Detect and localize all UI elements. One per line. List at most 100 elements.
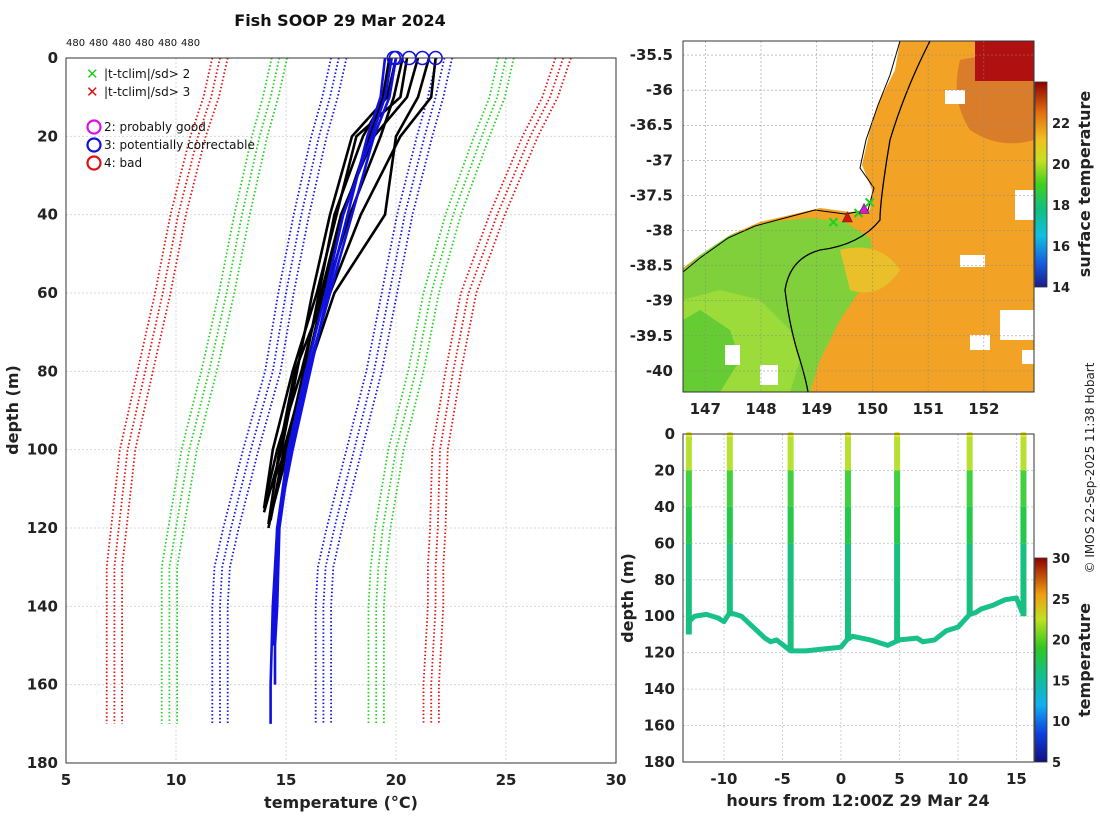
y-tick-label: 160 bbox=[27, 676, 58, 694]
climatology-line-red_high bbox=[430, 57, 565, 724]
legend-circle-red-icon bbox=[86, 155, 102, 171]
temperature-colorbar bbox=[1034, 557, 1048, 763]
legend-q3-label: 3: potentially correctable bbox=[104, 138, 255, 152]
profile-y-label: depth (m) bbox=[3, 365, 22, 455]
time-depth-x-label: hours from 12:00Z 29 Mar 24 bbox=[726, 791, 989, 810]
map-x-tick-label: 149 bbox=[801, 400, 832, 418]
y-tick-label: 20 bbox=[37, 127, 58, 145]
temperature-colorbar-ticks: 5 10 15 20 25 30 bbox=[1052, 552, 1070, 771]
y-tick-label: 100 bbox=[27, 441, 58, 459]
map-frame bbox=[682, 40, 1035, 393]
sst-colorbar-ticks: 14 16 18 20 22 bbox=[1052, 117, 1070, 296]
climatology-line-red_high bbox=[422, 57, 557, 724]
y-tick-label: 60 bbox=[37, 284, 58, 302]
legend-q2-label: 2: probably good bbox=[104, 120, 206, 134]
td-y-tick-label: 100 bbox=[644, 607, 675, 625]
td-y-tick-label: 80 bbox=[654, 571, 675, 589]
sst-colorbar-label: surface temperature bbox=[1075, 91, 1094, 278]
temperature-profile bbox=[269, 57, 387, 724]
cloud-gap bbox=[725, 345, 740, 365]
y-tick-label: 0 bbox=[48, 49, 58, 67]
cloud-gap bbox=[945, 90, 965, 104]
legend-q4-label: 4: bad bbox=[104, 156, 142, 170]
sst-colorbar-tick: 14 bbox=[1052, 281, 1070, 296]
y-tick-label: 180 bbox=[27, 754, 58, 772]
map-y-ticks: -35.5 -36 -36.5 -37 -37.5 -38 -38.5 -39 -39.5 -40 bbox=[630, 46, 673, 380]
climatology-line-green_high bbox=[382, 57, 515, 724]
sst-hot-corner bbox=[975, 41, 1034, 81]
climatology-line-blue_high bbox=[330, 57, 453, 724]
temperature-colorbar-tick: 5 bbox=[1052, 756, 1061, 771]
td-y-tick-label: 60 bbox=[654, 534, 675, 552]
climatology-line-blue_low bbox=[219, 57, 340, 724]
map-y-tick-label: -36 bbox=[646, 81, 673, 99]
x-tick-label: 10 bbox=[166, 771, 187, 789]
sst-colorbar-tick: 18 bbox=[1052, 199, 1070, 214]
temperature-profile bbox=[262, 57, 409, 509]
td-y-tick-label: 0 bbox=[665, 425, 675, 443]
track-x-marker bbox=[864, 197, 875, 208]
temperature-colorbar-label: temperature bbox=[1075, 603, 1094, 717]
map-grid bbox=[683, 41, 1034, 392]
sst-colorbar-tick: 20 bbox=[1052, 158, 1070, 173]
legend-x-green-label: |t-tclim|/sd> 2 bbox=[104, 67, 190, 81]
cloud-gap bbox=[760, 365, 778, 385]
cloud-gap bbox=[1022, 350, 1034, 364]
map-y-tick-label: -35.5 bbox=[630, 46, 673, 64]
climatology-lines bbox=[105, 57, 572, 724]
track-triangle-marker bbox=[858, 202, 870, 214]
x-tick-label: 5 bbox=[61, 771, 71, 789]
x-tick-label: 25 bbox=[496, 771, 517, 789]
legend-x-green-icon: ✕ bbox=[86, 65, 99, 83]
climatology-line-red_low bbox=[113, 57, 221, 724]
count-label: 480 bbox=[181, 38, 200, 49]
climatology-line-green_low bbox=[160, 57, 273, 724]
x-tick-label: 15 bbox=[276, 771, 297, 789]
sst-coldest-water bbox=[683, 310, 740, 392]
track-x-marker bbox=[828, 217, 839, 227]
y-tick-label: 80 bbox=[37, 362, 58, 380]
y-tick-label: 120 bbox=[27, 519, 58, 537]
climatology-line-blue_low bbox=[226, 57, 348, 724]
profile-y-ticks: 0 20 40 60 80 100 120 140 160 180 bbox=[27, 49, 58, 772]
td-x-tick-label: 5 bbox=[894, 770, 904, 788]
time-depth-data bbox=[685, 432, 1027, 654]
time-depth-x-ticks: -10 -5 0 5 10 15 bbox=[710, 770, 1026, 788]
map-x-tick-label: 150 bbox=[857, 400, 888, 418]
shelf-contour bbox=[784, 41, 931, 392]
cloud-gap bbox=[970, 335, 990, 350]
count-label: 480 bbox=[158, 38, 177, 49]
time-depth-plot: -10 -5 0 5 10 15 0 20 40 60 80 100 120 140 160 180 hou… bbox=[618, 425, 1094, 810]
map-y-tick-label: -37 bbox=[646, 151, 673, 169]
climatology-line-green_low bbox=[176, 57, 288, 724]
time-depth-frame bbox=[682, 433, 1035, 763]
td-y-tick-label: 180 bbox=[644, 753, 675, 771]
count-label: 480 bbox=[89, 38, 108, 49]
sst-map: 147 148 149 150 151 152 -35.5 -36 -36.5 -37 -37.5… bbox=[630, 40, 1094, 418]
td-x-tick-label: -5 bbox=[774, 770, 791, 788]
td-y-tick-label: 160 bbox=[644, 717, 675, 735]
credit-text: © IMOS 22-Sep-2025 11:38 Hobart bbox=[1083, 362, 1097, 573]
climatology-line-green_low bbox=[168, 57, 281, 724]
td-y-tick-label: 140 bbox=[644, 680, 675, 698]
map-x-tick-label: 152 bbox=[968, 400, 999, 418]
map-x-tick-label: 148 bbox=[745, 400, 776, 418]
temperature-profile bbox=[269, 57, 437, 490]
legend-x-red-label: |t-tclim|/sd> 3 bbox=[104, 85, 190, 99]
map-x-tick-label: 147 bbox=[690, 400, 721, 418]
td-y-tick-label: 20 bbox=[654, 461, 675, 479]
climatology-line-blue_low bbox=[211, 57, 332, 724]
sst-image bbox=[683, 41, 1034, 392]
temperature-profile bbox=[271, 57, 393, 646]
land-mass bbox=[683, 41, 900, 268]
td-x-tick-label: -10 bbox=[710, 770, 737, 788]
cloud-gap bbox=[1015, 190, 1034, 220]
temperature-colorbar-tick: 10 bbox=[1052, 715, 1070, 730]
td-y-tick-label: 120 bbox=[644, 644, 675, 662]
profile-x-label: temperature (°C) bbox=[264, 793, 418, 812]
temperature-profile bbox=[273, 57, 398, 685]
cloud-gap bbox=[960, 255, 985, 267]
y-tick-label: 140 bbox=[27, 597, 58, 615]
map-y-tick-label: -36.5 bbox=[630, 116, 673, 134]
